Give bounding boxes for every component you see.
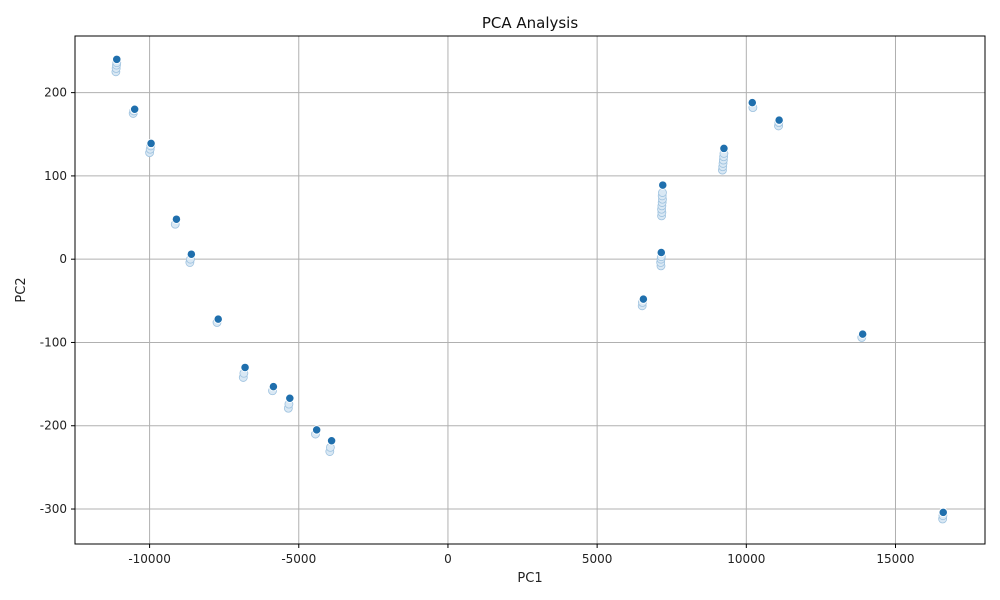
highlighted-data-point (213, 314, 223, 324)
y-tick-label: 0 (59, 252, 67, 266)
x-tick-label: 5000 (582, 552, 613, 566)
x-tick-label: -5000 (281, 552, 316, 566)
highlighted-data-point (146, 138, 156, 149)
highlighted-data-point (326, 436, 337, 446)
highlighted-data-point (658, 180, 668, 190)
highlighted-data-point (719, 143, 729, 154)
highlighted-data-point (240, 362, 250, 373)
x-tick-label: 0 (444, 552, 452, 566)
highlighted-data-point (747, 97, 757, 108)
highlighted-data-point (112, 54, 122, 64)
grid-lines (75, 36, 985, 544)
y-tick-label: 100 (44, 169, 67, 183)
highlighted-data-point (858, 329, 868, 339)
y-tick-label: -100 (40, 335, 67, 349)
x-tick-label: 10000 (727, 552, 765, 566)
highlighted-data-point (656, 247, 666, 258)
highlighted-data-point (638, 294, 649, 304)
highlighted-data-point (774, 115, 784, 125)
y-tick-label: -300 (40, 502, 67, 516)
data-points (111, 54, 948, 524)
x-tick-label: 15000 (876, 552, 914, 566)
highlighted-data-point (171, 214, 182, 224)
x-axis-title: PC1 (517, 571, 542, 586)
x-tick-label: -10000 (128, 552, 171, 566)
highlighted-data-point (285, 393, 295, 403)
axis-ticks: -10000 -5000 0 5000 10000 15000 -300 -200 -100 0 1… (40, 86, 915, 566)
highlighted-data-point (130, 104, 140, 114)
y-tick-label: 200 (44, 86, 67, 100)
y-tick-label: -200 (40, 419, 67, 433)
highlighted-data-point (186, 249, 197, 259)
y-axis-title: PC2 (14, 277, 29, 302)
highlighted-data-point (938, 507, 948, 518)
highlighted-data-point (268, 381, 279, 392)
highlighted-data-point (312, 425, 322, 435)
faint-data-point (658, 188, 667, 197)
chart-title: PCA Analysis (482, 14, 579, 32)
plot-frame (74, 35, 986, 545)
